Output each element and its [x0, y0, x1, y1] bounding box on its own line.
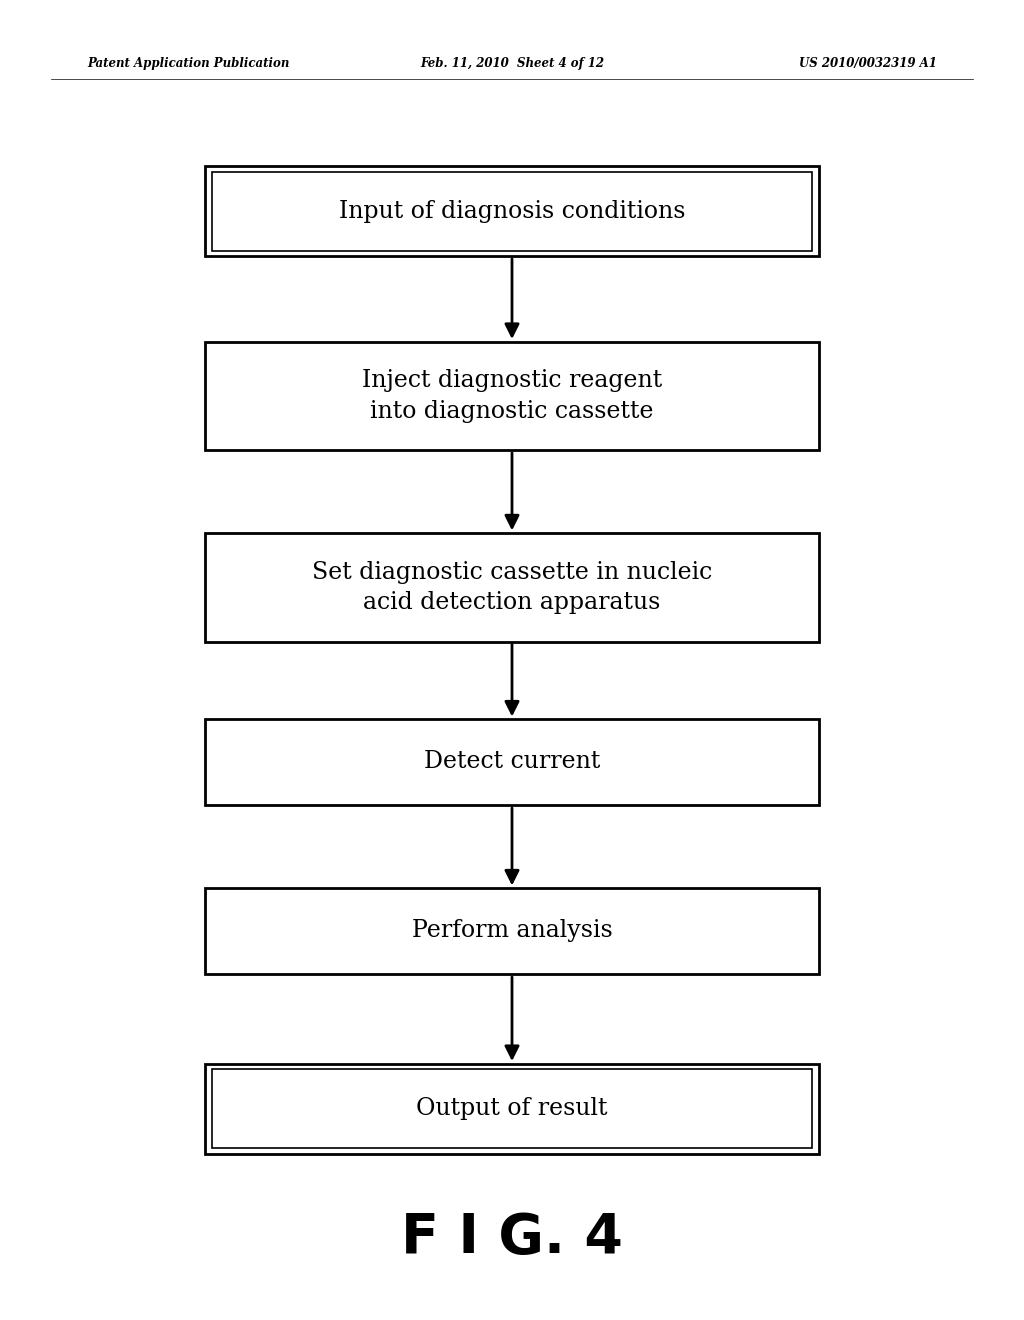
- Bar: [205, 166, 819, 256]
- Text: Inject diagnostic reagent
into diagnostic cassette: Inject diagnostic reagent into diagnosti…: [361, 370, 663, 422]
- Bar: [205, 533, 819, 642]
- Text: Input of diagnosis conditions: Input of diagnosis conditions: [339, 199, 685, 223]
- Bar: [205, 719, 819, 805]
- Text: Feb. 11, 2010  Sheet 4 of 12: Feb. 11, 2010 Sheet 4 of 12: [420, 57, 604, 70]
- Text: Set diagnostic cassette in nucleic
acid detection apparatus: Set diagnostic cassette in nucleic acid …: [312, 561, 712, 614]
- Text: US 2010/0032319 A1: US 2010/0032319 A1: [799, 57, 937, 70]
- Bar: [212, 172, 812, 251]
- Text: F I G. 4: F I G. 4: [401, 1212, 623, 1265]
- Text: Output of result: Output of result: [416, 1097, 608, 1121]
- Bar: [205, 888, 819, 974]
- Text: Perform analysis: Perform analysis: [412, 919, 612, 942]
- Bar: [205, 342, 819, 450]
- Bar: [212, 1069, 812, 1148]
- Text: Detect current: Detect current: [424, 750, 600, 774]
- Bar: [205, 1064, 819, 1154]
- Text: Patent Application Publication: Patent Application Publication: [87, 57, 290, 70]
